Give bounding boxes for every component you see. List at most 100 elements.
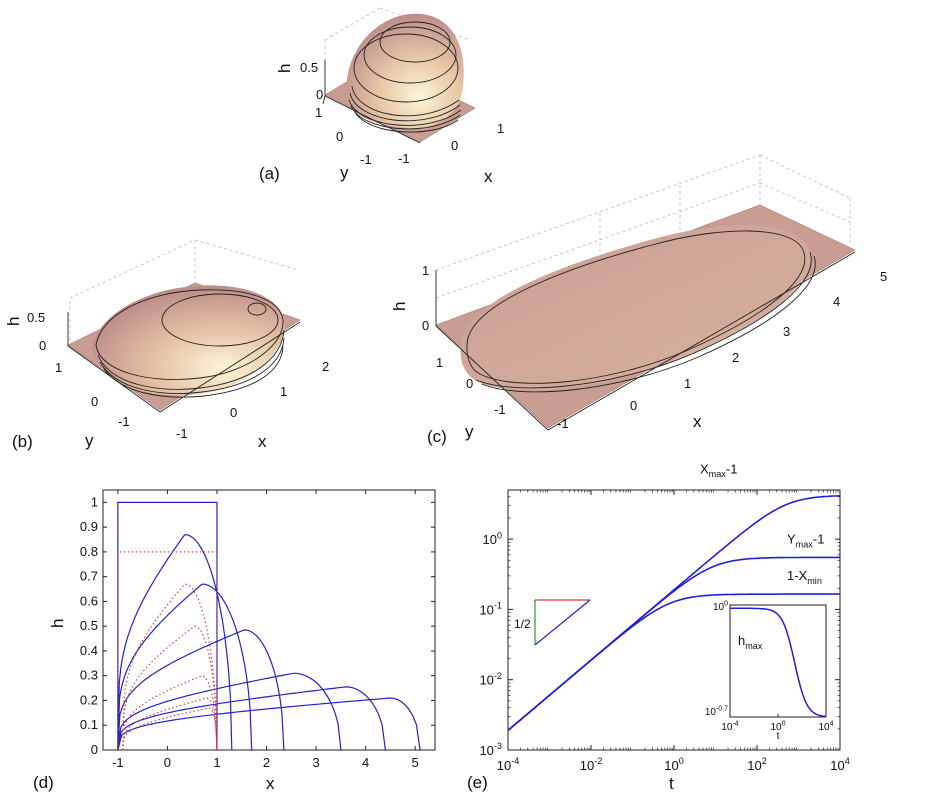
series-label: Ymax-1 bbox=[787, 531, 824, 549]
x-tick: 0 bbox=[451, 138, 458, 153]
y-tick-label: 100 bbox=[482, 530, 502, 547]
y-tick: 0 bbox=[336, 129, 343, 144]
y-tick-label: 0.2 bbox=[80, 692, 98, 707]
x-tick: 4 bbox=[833, 294, 840, 309]
z-tick: 0.5 bbox=[27, 310, 45, 325]
x-tick-label: -1 bbox=[112, 755, 124, 770]
z-tick: 0 bbox=[422, 318, 429, 333]
panel-e: 10-4 10-2 100 102 104 10-3 10-2 10-1 100 Xmax-1 Y… bbox=[467, 461, 850, 793]
x-tick-label: 3 bbox=[312, 755, 319, 770]
profile-curve bbox=[117, 501, 218, 750]
y-tick: -1 bbox=[360, 152, 372, 167]
z-tick: 1 bbox=[422, 263, 429, 278]
triangle-hypotenuse bbox=[534, 599, 591, 646]
x-tick: 1 bbox=[280, 384, 287, 399]
profile-curve bbox=[117, 672, 342, 751]
z-tick: 0 bbox=[316, 87, 323, 102]
panel-b: 0.5 0 h 1 0 -1 y -1 0 1 2 x (b) bbox=[4, 239, 329, 451]
axes bbox=[67, 312, 301, 413]
inset-line bbox=[730, 607, 827, 718]
x-tick: -1 bbox=[176, 426, 188, 441]
axes bbox=[322, 60, 421, 144]
y-tick: -1 bbox=[494, 402, 506, 417]
series-labels: Xmax-1 Ymax-1 1-Xmin bbox=[700, 461, 824, 586]
slope-label: 1/2 bbox=[514, 617, 531, 631]
x-tick-label: 104 bbox=[830, 756, 850, 773]
inset-frame bbox=[729, 604, 827, 718]
inset-label: hmax bbox=[738, 633, 763, 651]
y-tick: 1 bbox=[315, 105, 322, 120]
y-tick-label: 1 bbox=[91, 494, 98, 509]
inset-x-tick-label: 10-4 bbox=[721, 721, 738, 734]
y-tick-label: 0.5 bbox=[80, 618, 98, 633]
panel-a: 0.5 0 h 1 0 -1 y -1 0 1 x (a) bbox=[259, 7, 504, 186]
x-axis-label: x bbox=[258, 432, 267, 451]
z-axis-label: h bbox=[390, 302, 409, 311]
series-lines bbox=[117, 501, 421, 751]
axis-ticks: -1 0 1 2 3 4 5 0 0.1 0.2 0.3 0.4 0.5 0.6 0.7 0.8 0.9 1 bbox=[80, 490, 435, 770]
x-tick: 2 bbox=[732, 350, 739, 365]
z-tick: 0 bbox=[39, 338, 46, 353]
y-tick-label: 0.9 bbox=[80, 519, 98, 534]
profile-curve bbox=[122, 625, 218, 751]
y-tick-label: 0.8 bbox=[80, 544, 98, 559]
y-axis-label: y bbox=[465, 422, 474, 441]
y-tick-label: 0.6 bbox=[80, 593, 98, 608]
x-axis-label: x bbox=[484, 167, 493, 186]
x-tick-label: 10-4 bbox=[497, 756, 520, 773]
x-tick-label: 4 bbox=[362, 755, 369, 770]
panel-label: (a) bbox=[259, 164, 280, 183]
contour-lines bbox=[466, 230, 816, 393]
inset-y-tick-label: 10-0.7 bbox=[705, 706, 728, 719]
y-tick-label: 0.4 bbox=[80, 643, 98, 658]
y-tick: 1 bbox=[436, 355, 443, 370]
series-label: Xmax-1 bbox=[700, 461, 737, 479]
x-tick-label: 102 bbox=[747, 756, 767, 773]
x-tick: 1 bbox=[684, 376, 691, 391]
y-tick-label: 10-3 bbox=[479, 741, 502, 758]
y-tick: 0 bbox=[91, 394, 98, 409]
x-tick: 0 bbox=[230, 405, 237, 420]
x-tick: 5 bbox=[880, 269, 887, 284]
profile-curve bbox=[117, 583, 253, 751]
y-tick-label: 0.1 bbox=[80, 717, 98, 732]
x-tick: 1 bbox=[497, 121, 504, 136]
x-tick-label: 10-2 bbox=[580, 756, 603, 773]
y-tick-label: 10-2 bbox=[479, 671, 502, 688]
panel-label: (b) bbox=[12, 432, 33, 451]
x-tick-label: 100 bbox=[664, 756, 684, 773]
inset-x-tick-label: 104 bbox=[818, 721, 833, 734]
x-tick-label: 2 bbox=[263, 755, 270, 770]
profile-curve bbox=[117, 551, 218, 750]
x-tick: 2 bbox=[322, 359, 329, 374]
x-axis-label: x bbox=[266, 774, 275, 793]
plot-frame bbox=[102, 489, 436, 751]
series-line bbox=[507, 593, 840, 732]
z-axis-label: h bbox=[275, 64, 294, 73]
y-tick-label: 0 bbox=[91, 742, 98, 757]
y-axis-label: y bbox=[340, 163, 349, 182]
x-tick-label: 5 bbox=[412, 755, 419, 770]
dome-surface bbox=[460, 225, 811, 391]
z-tick: 0.5 bbox=[300, 60, 318, 75]
y-tick: -1 bbox=[118, 414, 130, 429]
inset-plot: 10-4 100 104 100 10-0.7 hmax t bbox=[705, 601, 834, 743]
inset-x-tick-label: 100 bbox=[770, 721, 785, 734]
y-tick-label: 10-1 bbox=[479, 601, 502, 618]
contour-lines bbox=[95, 289, 285, 398]
panel-label: (c) bbox=[427, 427, 447, 446]
panel-label: (d) bbox=[33, 773, 54, 792]
x-axis-label: t bbox=[669, 774, 674, 793]
dome-surface bbox=[346, 13, 464, 129]
x-tick: 3 bbox=[783, 324, 790, 339]
inset-y-tick-label: 100 bbox=[713, 601, 728, 614]
profile-curve bbox=[117, 686, 386, 751]
y-tick: 1 bbox=[55, 360, 62, 375]
inset-x-axis-label: t bbox=[777, 731, 780, 742]
y-axis-label: h bbox=[48, 619, 67, 628]
x-axis-label: x bbox=[693, 412, 702, 431]
profile-curve bbox=[122, 707, 218, 751]
slope-triangle: 1/2 bbox=[514, 599, 591, 646]
profile-curve bbox=[117, 533, 233, 751]
